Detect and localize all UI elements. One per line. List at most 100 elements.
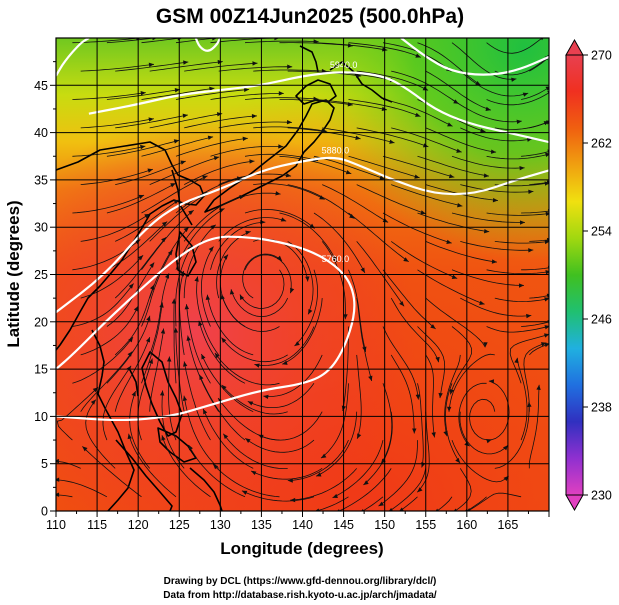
- wind-arrowhead: [488, 379, 495, 384]
- streamline: [391, 468, 427, 510]
- wind-arrowhead: [188, 210, 194, 215]
- credit-line-2: Data from http://database.rish.kyoto-u.a…: [163, 590, 437, 601]
- wind-arrowhead: [316, 472, 322, 477]
- streamline: [141, 302, 163, 384]
- wind-arrowhead: [518, 283, 524, 288]
- wind-arrowhead: [321, 128, 327, 133]
- streamline: [141, 249, 173, 327]
- streamline: [486, 269, 547, 275]
- height-contour: [56, 156, 549, 314]
- streamline: [254, 326, 315, 366]
- streamline: [244, 40, 319, 44]
- wind-arrowhead: [239, 194, 245, 200]
- wind-arrowhead: [438, 392, 443, 399]
- streamline: [253, 183, 325, 200]
- wind-arrowhead: [188, 444, 193, 451]
- coast-kuril: [329, 61, 393, 103]
- streamline: [80, 63, 155, 72]
- wind-arrowhead: [319, 195, 325, 200]
- wind-arrowhead: [82, 446, 88, 452]
- streamline: [106, 89, 181, 100]
- streamline: [141, 136, 214, 157]
- streamline: [149, 61, 223, 72]
- streamline: [149, 191, 210, 242]
- wind-arrowhead: [220, 294, 225, 300]
- wind-arrowhead: [290, 287, 295, 294]
- wind-arrowhead: [403, 257, 409, 262]
- coast-hokkaido: [295, 79, 337, 105]
- wind-arrowhead: [545, 152, 549, 157]
- streamline: [521, 151, 549, 157]
- streamline: [141, 87, 215, 100]
- wind-arrowhead: [223, 254, 228, 260]
- streamline: [451, 42, 517, 80]
- colorbar-bottom-triangle: [565, 494, 584, 512]
- wind-arrowhead: [131, 391, 136, 397]
- wind-arrowhead: [378, 501, 384, 507]
- height-contour: [88, 71, 549, 144]
- streamline: [529, 344, 546, 356]
- wind-arrowhead: [159, 390, 165, 396]
- height-contours: [56, 38, 549, 422]
- wind-arrowhead: [345, 170, 352, 175]
- streamline: [425, 70, 492, 111]
- wind-arrowhead: [347, 102, 353, 107]
- streamline: [313, 212, 366, 274]
- y-tick-label: 0: [41, 505, 48, 519]
- streamline: [106, 315, 151, 384]
- streamline: [218, 121, 293, 129]
- streamline: [322, 184, 389, 223]
- streamline: [221, 384, 288, 415]
- wind-arrowhead: [147, 168, 153, 173]
- streamline: [486, 212, 547, 216]
- streamline: [175, 245, 193, 327]
- streamline: [521, 88, 548, 100]
- wind-arrowhead: [357, 433, 362, 439]
- streamline: [391, 70, 459, 105]
- streamline: [448, 353, 495, 412]
- streamline: [210, 221, 266, 270]
- streamline: [106, 38, 153, 44]
- wind-arrowhead: [355, 73, 362, 78]
- streamline: [175, 208, 225, 270]
- wind-arrowhead: [430, 324, 436, 329]
- wind-arrowhead: [203, 408, 208, 415]
- wind-arrowhead: [276, 255, 282, 261]
- streamline: [460, 297, 532, 317]
- wind-arrowhead: [287, 478, 293, 483]
- streamline: [390, 241, 458, 279]
- streamline: [321, 241, 346, 320]
- wind-arrowhead: [252, 61, 258, 66]
- streamline: [486, 92, 549, 106]
- wind-arrowhead: [173, 199, 180, 205]
- wind-arrowhead: [161, 221, 168, 227]
- wind-arrowhead: [205, 294, 211, 300]
- streamline: [187, 335, 220, 412]
- wind-arrowhead: [144, 213, 150, 219]
- y-tick-label: 40: [34, 126, 48, 140]
- streamline: [417, 42, 482, 86]
- wind-arrowhead: [148, 62, 154, 68]
- streamline: [494, 58, 547, 76]
- streamline: [141, 175, 208, 214]
- wind-arrowhead: [313, 96, 319, 102]
- wind-arrowhead: [483, 228, 490, 234]
- streamline: [80, 118, 154, 129]
- wind-arrowhead: [360, 267, 365, 273]
- contour-label: 5760.0: [322, 254, 350, 264]
- wind-arrowhead: [145, 337, 151, 343]
- streamline: [141, 209, 194, 271]
- x-tick-label: 150: [374, 518, 395, 532]
- streamline: [188, 444, 246, 498]
- wind-arrowhead: [186, 335, 191, 341]
- wind-arrowhead: [209, 86, 215, 91]
- wind-arrowhead: [149, 284, 155, 291]
- wind-arrowhead: [536, 384, 541, 391]
- streamline: [175, 177, 243, 214]
- wind-arrowhead: [280, 217, 287, 222]
- wind-arrowhead: [149, 262, 155, 268]
- wind-arrowhead: [128, 283, 134, 289]
- streamline: [529, 239, 548, 242]
